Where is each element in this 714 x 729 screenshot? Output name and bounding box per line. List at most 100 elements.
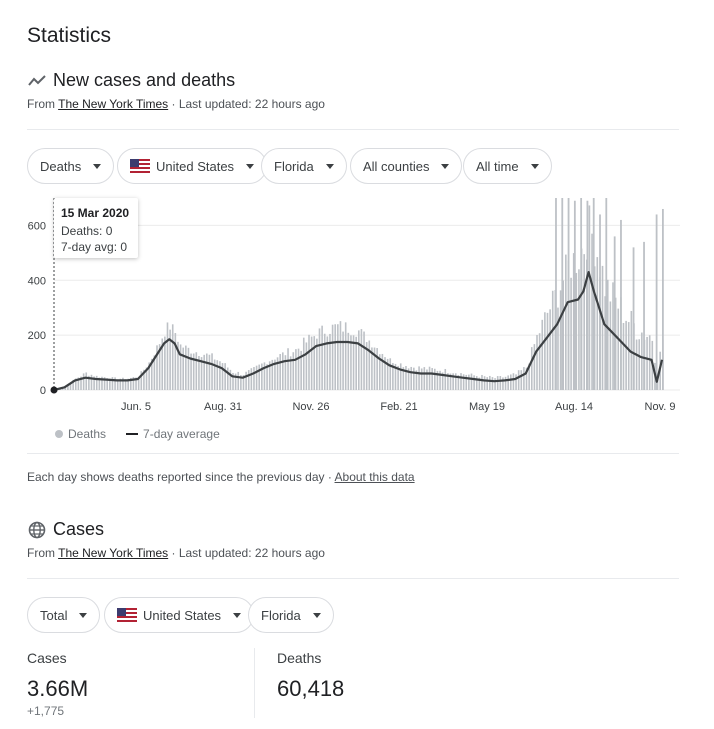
deaths-bar (179, 344, 182, 390)
data-note: Each day shows deaths reported since the… (27, 470, 415, 484)
x-tick-label: May 19 (469, 401, 505, 413)
deaths-bar (331, 324, 334, 390)
deaths-spike-bar (599, 214, 601, 390)
deaths-bar (276, 357, 279, 390)
deaths-spike-bar (643, 241, 645, 390)
note-text: Each day shows deaths reported since the… (27, 470, 325, 484)
x-tick-label: Nov. 9 (645, 401, 676, 413)
deaths-bar (77, 377, 80, 390)
deaths-bar (436, 370, 439, 390)
deaths-bar (622, 322, 625, 390)
deaths-chart[interactable]: 0 200 400 600 Jun. 5 Aug. 31 Nov. 26 Feb. 21 May… (0, 190, 714, 420)
deaths-label: Deaths (277, 650, 322, 666)
section-title: New cases and deaths (53, 70, 236, 90)
deaths-bar (355, 336, 357, 390)
deaths-bar (211, 353, 213, 390)
deaths-bar (122, 377, 124, 390)
deaths-bar (135, 377, 137, 390)
deaths-bar (444, 368, 447, 390)
deaths-bar (373, 347, 376, 390)
deaths-bar (284, 355, 287, 390)
deaths-bar (434, 368, 436, 390)
deaths-bar (646, 336, 648, 390)
deaths-bar (510, 374, 512, 390)
about-data-link[interactable]: About this data (334, 470, 415, 484)
deaths-bar (533, 344, 536, 390)
source-link[interactable]: The New York Times (58, 97, 169, 111)
country-dropdown[interactable]: United States (117, 148, 268, 184)
deaths-bar (512, 373, 515, 390)
metric-dropdown[interactable]: Deaths (27, 148, 115, 184)
deaths-bar (268, 361, 271, 390)
deaths-bar (352, 335, 355, 390)
deaths-bar (310, 336, 313, 390)
deaths-bar (625, 320, 627, 390)
deaths-bar (313, 336, 316, 390)
deaths-legend-icon (55, 430, 63, 438)
deaths-bar (570, 277, 572, 390)
source-link[interactable]: The New York Times (58, 546, 169, 560)
deaths-spike-bar (586, 200, 589, 390)
deaths-bar (111, 377, 114, 390)
deaths-bar (470, 373, 473, 390)
seven-day-average-line (53, 270, 664, 392)
deaths-bar (208, 354, 211, 390)
deaths-bar (656, 377, 659, 390)
chevron-down-icon (93, 163, 102, 169)
legend-avg: 7-day average (143, 427, 220, 441)
cases-value: 3.66M (27, 676, 89, 701)
deaths-bar (337, 324, 339, 390)
deaths-bar (132, 377, 135, 390)
deaths-bar (232, 372, 234, 390)
deaths-bar (549, 309, 551, 390)
chip-label: All time (476, 158, 519, 174)
deaths-spike-bar (561, 198, 564, 390)
deaths-bar (360, 329, 363, 390)
tooltip-deaths: Deaths: 0 (61, 224, 113, 238)
deaths-bar (255, 365, 258, 390)
note-separator: · (324, 470, 335, 484)
new-cases-deaths-header: New cases and deaths (27, 70, 235, 91)
chip-label: Florida (261, 607, 301, 623)
deaths-bar (323, 333, 326, 390)
deaths-bar (494, 378, 496, 390)
deaths-bar (342, 331, 344, 390)
deaths-spike-bar (632, 247, 635, 390)
deaths-bar (109, 378, 111, 390)
deaths-bar (148, 362, 150, 390)
deaths-bar (368, 340, 371, 390)
deaths-bar (475, 376, 478, 390)
deaths-bar (182, 347, 185, 390)
deaths-bar (496, 376, 499, 390)
deaths-bar (192, 353, 195, 390)
total-dropdown[interactable]: Total (27, 597, 101, 633)
deaths-bar (363, 331, 365, 390)
deaths-bar (591, 233, 593, 390)
deaths-bar (593, 266, 596, 390)
tooltip-avg: 7-day avg: 0 (61, 240, 128, 254)
deaths-bar (389, 358, 392, 390)
deaths-bar (145, 367, 148, 390)
deaths-bar (339, 321, 342, 390)
deaths-bar (263, 362, 266, 390)
deaths-bar (523, 367, 525, 390)
deaths-bar (329, 333, 331, 390)
country-dropdown[interactable]: United States (104, 597, 255, 633)
state-dropdown[interactable]: Florida (261, 148, 347, 184)
time-range-dropdown[interactable]: All time (463, 148, 552, 184)
us-flag-icon (130, 159, 150, 173)
deaths-bar (499, 376, 502, 390)
deaths-bar (177, 341, 179, 390)
deaths-bar (397, 365, 399, 390)
county-dropdown[interactable]: All counties (350, 148, 463, 184)
section-title: Cases (53, 519, 105, 539)
state-dropdown[interactable]: Florida (248, 597, 334, 633)
deaths-bar (127, 378, 129, 390)
chip-label: United States (156, 158, 235, 174)
deaths-bar (392, 363, 394, 390)
x-tick-label: Aug. 14 (555, 401, 593, 413)
globe-icon (27, 520, 47, 540)
deaths-bar (578, 269, 580, 390)
deaths-bar (347, 332, 350, 390)
chevron-down-icon (79, 612, 88, 618)
